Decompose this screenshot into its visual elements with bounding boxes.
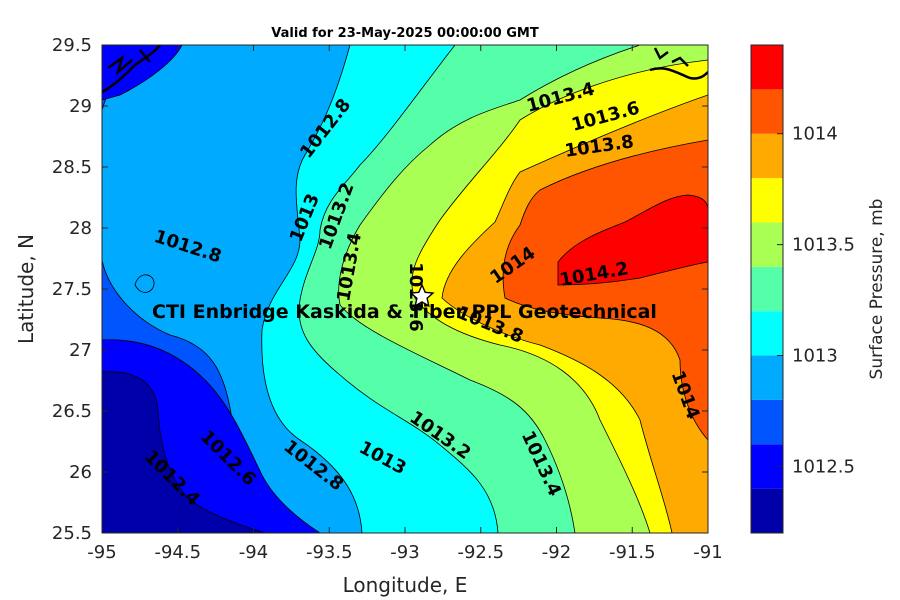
y-tick-label: 27.5 xyxy=(52,279,92,300)
x-axis-label: Longitude, E xyxy=(343,573,468,597)
contour-band-island xyxy=(134,274,155,293)
y-tick-label: 29 xyxy=(69,96,92,117)
y-tick-label: 25.5 xyxy=(52,523,92,544)
colorbar-swatch xyxy=(751,399,783,445)
colorbar-frame xyxy=(750,44,784,534)
colorbar-swatch xyxy=(751,45,783,90)
colorbar-swatch xyxy=(751,178,783,223)
contour-plot xyxy=(102,45,708,533)
colorbar-swatch xyxy=(751,488,783,533)
colorbar-swatch xyxy=(751,355,783,400)
coastline-east xyxy=(649,47,708,80)
x-tick-label: -91.5 xyxy=(609,542,656,563)
colorbar-tick-label: 1013 xyxy=(792,346,838,367)
site-star-marker xyxy=(409,283,435,308)
x-tick-label: -94.5 xyxy=(154,542,201,563)
colorbar-swatch xyxy=(751,311,783,356)
contour-band-1012-2 xyxy=(102,371,266,533)
colorbar-tick-label: 1012.5 xyxy=(792,456,855,477)
y-tick-label: 28.5 xyxy=(52,157,92,178)
colorbar: 1012.5 1013 1013.5 1014 xyxy=(750,44,855,534)
x-tick-label: -93.5 xyxy=(306,542,353,563)
x-tick-label: -92.5 xyxy=(457,542,504,563)
y-axis: 25.5 26 26.5 27 27.5 28 28.5 29 29.5 xyxy=(52,35,708,544)
x-axis: -95 -94.5 -94 -93.5 -93 -92.5 -92 -91.5 -91 xyxy=(87,45,723,563)
colorbar-swatch xyxy=(751,133,783,179)
y-tick-label: 29.5 xyxy=(52,35,92,56)
y-tick-label: 28 xyxy=(69,218,92,239)
coastline-west xyxy=(102,45,162,94)
contour-band-1014-2 xyxy=(557,194,708,286)
colorbar-swatch xyxy=(751,89,783,134)
x-tick-label: -94 xyxy=(239,542,268,563)
colorbar-swatch xyxy=(751,266,783,312)
site-annotation: CTI Enbridge Kaskida & Tiber PPL Geotech… xyxy=(152,301,657,323)
colorbar-tick-label: 1014 xyxy=(792,124,838,145)
y-tick-label: 26.5 xyxy=(52,401,92,422)
x-tick-label: -91 xyxy=(693,542,722,563)
x-tick-label: -93 xyxy=(390,542,419,563)
chart-title: Valid for 23-May-2025 00:00:00 GMT xyxy=(271,26,539,41)
y-tick-label: 26 xyxy=(69,462,92,483)
x-tick-label: -92 xyxy=(542,542,571,563)
y-axis-label: Latitude, N xyxy=(14,234,38,344)
colorbar-tick-label: 1013.5 xyxy=(792,235,855,256)
colorbar-label: Surface Pressure, mb xyxy=(867,199,887,380)
y-tick-label: 27 xyxy=(69,340,92,361)
x-tick-label: -95 xyxy=(87,542,116,563)
